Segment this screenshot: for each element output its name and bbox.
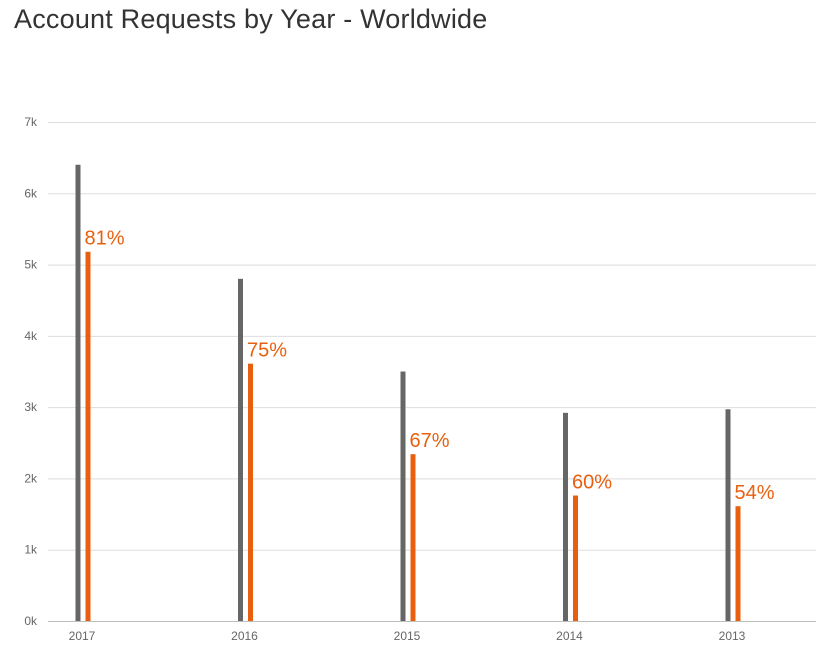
y-tick-label: 2k (24, 471, 38, 485)
bar-2015-series-1 (400, 371, 406, 621)
chart-title: Account Requests by Year - Worldwide (14, 4, 488, 34)
x-tick-label-2017: 2017 (69, 629, 96, 643)
bar-2015-series-2 (410, 454, 416, 621)
data-label-2016: 75% (247, 340, 287, 362)
y-tick-label: 0k (24, 614, 38, 628)
data-label-2015: 67% (410, 430, 450, 452)
y-tick-label: 5k (24, 258, 38, 272)
data-label-2017: 81% (85, 228, 125, 250)
bar-2016-series-1 (238, 278, 243, 621)
x-axis-tick-labels: 2017 2016 2015 2014 2013 (69, 629, 746, 643)
data-label-2013: 54% (735, 482, 775, 504)
y-tick-label: 4k (24, 329, 38, 343)
bar-2017-series-2 (85, 251, 91, 622)
x-tick-label-2013: 2013 (719, 629, 746, 643)
data-label-2014: 60% (572, 472, 612, 494)
bar-2017-series-1 (75, 164, 81, 621)
bar-2014-series-2 (573, 495, 578, 621)
y-tick-label: 3k (24, 400, 38, 414)
bar-2016-series-2 (248, 363, 253, 621)
y-axis-tick-labels: 0k 1k 2k 3k 4k 5k 6k 7k (24, 115, 38, 628)
data-labels: 81% 75% 67% 60% 54% (85, 228, 775, 504)
x-tick-label-2014: 2014 (556, 629, 583, 643)
y-tick-label: 6k (24, 186, 38, 200)
x-tick-label-2016: 2016 (231, 629, 258, 643)
y-tick-label: 7k (24, 115, 38, 129)
bar-2014-series-1 (563, 412, 568, 621)
bars (75, 164, 741, 622)
bar-2013-series-1 (725, 409, 731, 621)
x-tick-label-2015: 2015 (394, 629, 421, 643)
bar-2013-series-2 (735, 506, 741, 621)
gridlines (48, 122, 816, 622)
y-tick-label: 1k (24, 543, 38, 557)
